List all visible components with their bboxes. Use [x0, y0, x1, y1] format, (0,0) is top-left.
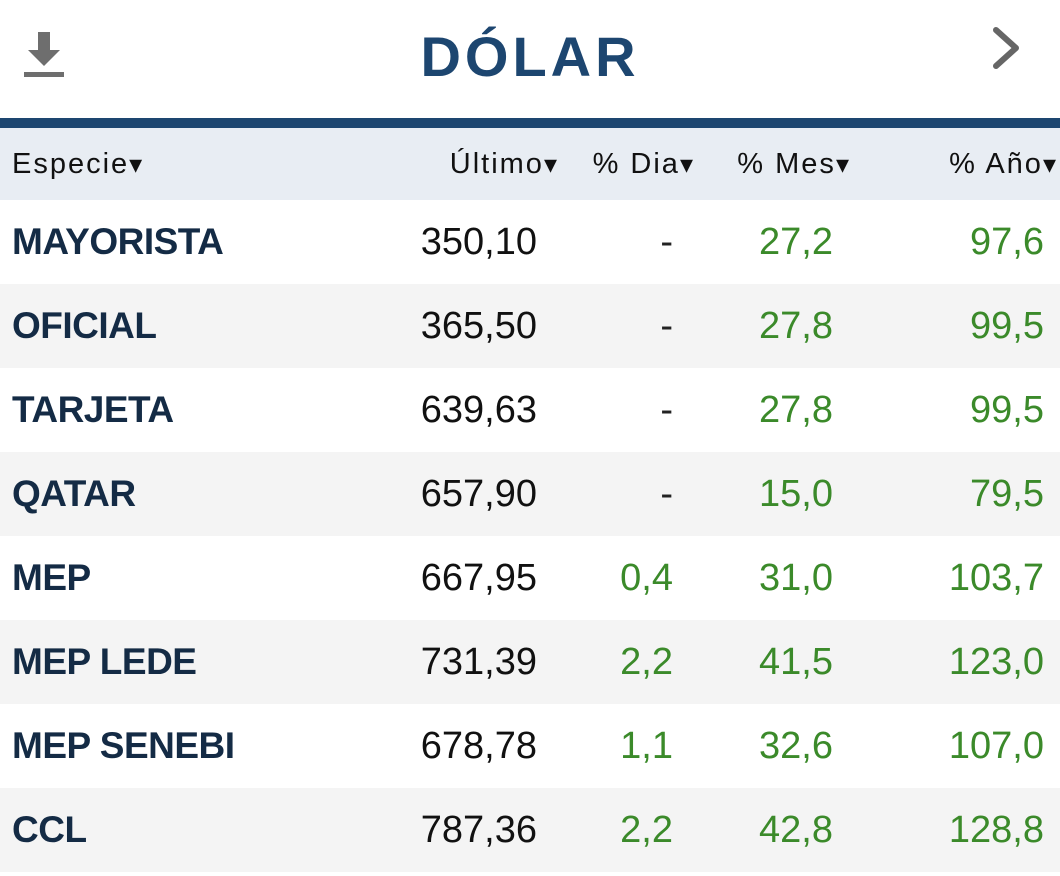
- row-pct-anio: 99,5: [970, 388, 1044, 431]
- row-pct-dia: 1,1: [620, 724, 673, 767]
- row-especie: MEP: [12, 557, 91, 598]
- table-row[interactable]: OFICIAL 365,50 - 27,8 99,5: [0, 284, 1060, 368]
- sort-caret-icon: ▾: [129, 148, 143, 179]
- row-especie: MEP SENEBI: [12, 725, 235, 766]
- row-pct-mes: 41,5: [759, 640, 833, 683]
- sort-caret-icon: ▾: [835, 148, 849, 179]
- row-ultimo: 639,63: [420, 388, 537, 431]
- widget-header: DÓLAR: [0, 0, 1060, 118]
- row-especie: MEP LEDE: [12, 641, 197, 682]
- column-header-dia[interactable]: % Dia▾: [592, 147, 693, 180]
- row-pct-mes: 27,2: [759, 220, 833, 263]
- row-ultimo: 365,50: [420, 304, 537, 347]
- table-row[interactable]: MEP SENEBI 678,78 1,1 32,6 107,0: [0, 704, 1060, 788]
- column-header-anio[interactable]: % Año▾: [949, 147, 1056, 180]
- table-row[interactable]: CCL 787,36 2,2 42,8 128,8: [0, 788, 1060, 872]
- row-especie: MAYORISTA: [12, 221, 224, 262]
- row-pct-mes: 32,6: [759, 724, 833, 767]
- row-pct-dia: -: [660, 472, 673, 515]
- row-pct-mes: 31,0: [759, 556, 833, 599]
- row-pct-dia: 0,4: [620, 556, 673, 599]
- quotes-table: Especie▾ Último▾ % Dia▾ % Mes▾ % Año▾ MA…: [0, 128, 1060, 872]
- table-row[interactable]: TARJETA 639,63 - 27,8 99,5: [0, 368, 1060, 452]
- row-ultimo: 787,36: [420, 808, 537, 851]
- row-pct-anio: 97,6: [970, 220, 1044, 263]
- sort-caret-icon: ▾: [679, 148, 693, 179]
- row-ultimo: 731,39: [420, 640, 537, 683]
- download-icon[interactable]: [24, 30, 64, 78]
- row-pct-anio: 103,7: [948, 556, 1044, 599]
- row-especie: QATAR: [12, 473, 136, 514]
- row-pct-dia: -: [660, 220, 673, 263]
- table-row[interactable]: MEP LEDE 731,39 2,2 41,5 123,0: [0, 620, 1060, 704]
- column-header-ultimo[interactable]: Último▾: [449, 147, 557, 180]
- row-pct-anio: 128,8: [948, 808, 1044, 851]
- sort-caret-icon: ▾: [1042, 148, 1056, 179]
- column-header-mes[interactable]: % Mes▾: [737, 147, 849, 180]
- row-especie: TARJETA: [12, 389, 174, 430]
- row-pct-dia: 2,2: [620, 640, 673, 683]
- row-pct-mes: 15,0: [759, 472, 833, 515]
- row-pct-anio: 99,5: [970, 304, 1044, 347]
- row-pct-anio: 107,0: [948, 724, 1044, 767]
- row-ultimo: 657,90: [420, 472, 537, 515]
- row-especie: OFICIAL: [12, 305, 157, 346]
- row-pct-mes: 42,8: [759, 808, 833, 851]
- header-divider: [0, 118, 1060, 128]
- row-ultimo: 667,95: [420, 556, 537, 599]
- page-title: DÓLAR: [420, 25, 640, 88]
- chevron-right-icon[interactable]: [988, 26, 1022, 70]
- table-row[interactable]: MAYORISTA 350,10 - 27,2 97,6: [0, 200, 1060, 284]
- row-ultimo: 350,10: [420, 220, 537, 263]
- row-pct-dia: -: [660, 304, 673, 347]
- row-pct-anio: 79,5: [970, 472, 1044, 515]
- column-header-especie[interactable]: Especie▾: [12, 147, 143, 180]
- table-row[interactable]: MEP 667,95 0,4 31,0 103,7: [0, 536, 1060, 620]
- row-pct-mes: 27,8: [759, 388, 833, 431]
- row-pct-dia: 2,2: [620, 808, 673, 851]
- table-header-row: Especie▾ Último▾ % Dia▾ % Mes▾ % Año▾: [0, 128, 1060, 200]
- row-pct-dia: -: [660, 388, 673, 431]
- table-row[interactable]: QATAR 657,90 - 15,0 79,5: [0, 452, 1060, 536]
- row-especie: CCL: [12, 809, 87, 850]
- row-ultimo: 678,78: [420, 724, 537, 767]
- row-pct-mes: 27,8: [759, 304, 833, 347]
- sort-caret-icon: ▾: [543, 148, 557, 179]
- row-pct-anio: 123,0: [948, 640, 1044, 683]
